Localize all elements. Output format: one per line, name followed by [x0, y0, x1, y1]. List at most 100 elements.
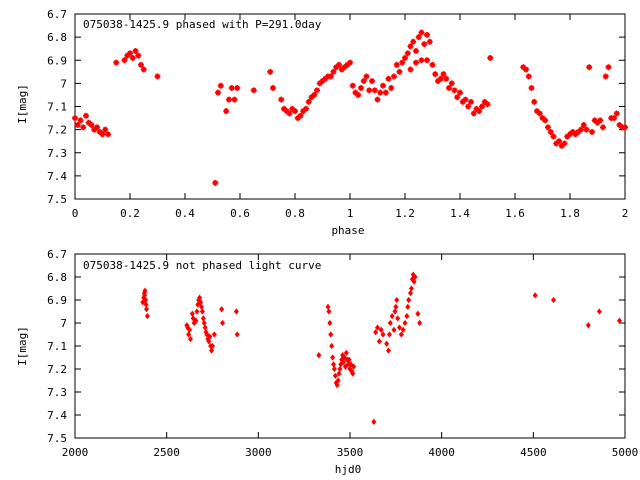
- raw-data-point: [334, 381, 340, 389]
- raw-data-point: [207, 333, 213, 340]
- phased-data-point: [319, 78, 326, 85]
- raw-data-point: [343, 349, 349, 357]
- raw-data-point: [387, 319, 393, 327]
- phased-data-point: [140, 66, 147, 73]
- phased-data-point: [250, 87, 257, 94]
- raw-data-point: [189, 310, 195, 317]
- raw-y-axis-label: I[mag]: [16, 326, 29, 366]
- phased-data-point: [127, 50, 133, 57]
- phased-data-point: [88, 122, 95, 128]
- raw-data-point: [392, 308, 398, 315]
- phased-data-point: [72, 115, 78, 122]
- phased-data-point: [344, 61, 351, 68]
- raw-y-tick-label: 6.8: [47, 271, 67, 284]
- phased-data-point: [330, 68, 337, 75]
- phased-data-point: [105, 131, 111, 138]
- raw-data-point: [374, 324, 381, 331]
- phased-x-tick-label: 0.2: [120, 207, 140, 220]
- phased-data-point: [215, 89, 221, 96]
- raw-data-point: [330, 361, 337, 368]
- phased-data-point: [338, 66, 345, 73]
- raw-data-point: [585, 322, 591, 329]
- phased-data-point: [426, 38, 433, 45]
- phased-data-point: [567, 131, 573, 138]
- phased-data-point: [292, 108, 298, 115]
- phased-x-tick-label: 1: [347, 207, 354, 220]
- raw-data-point: [386, 331, 392, 338]
- phased-data-point: [448, 80, 455, 87]
- phased-y-tick-label: 6.8: [47, 31, 67, 44]
- phased-data-point: [267, 68, 274, 75]
- phased-data-point: [85, 119, 92, 126]
- phased-data-point: [602, 73, 609, 80]
- phased-data-point: [586, 64, 593, 71]
- phased-data-point: [286, 110, 293, 117]
- phased-data-point: [459, 98, 466, 105]
- phased-x-tick-label: 2: [622, 207, 629, 220]
- phased-data-point: [550, 133, 557, 140]
- phased-data-point: [410, 38, 417, 45]
- phased-data-point: [234, 85, 241, 91]
- raw-data-point: [187, 335, 194, 343]
- raw-data-point: [187, 326, 193, 334]
- raw-data-point: [341, 358, 347, 366]
- phased-data-point: [421, 41, 428, 48]
- phased-data-point: [487, 54, 494, 61]
- phased-y-tick-label: 6.7: [47, 8, 67, 21]
- phased-data-point: [479, 103, 485, 110]
- raw-data-point: [233, 308, 239, 315]
- phased-data-point: [528, 85, 535, 91]
- phased-data-point: [454, 94, 461, 101]
- phased-y-tick-label: 7: [60, 77, 67, 90]
- phased-data-point: [611, 115, 617, 122]
- phased-x-tick-label: 1.8: [560, 207, 580, 220]
- phased-data-point: [569, 128, 576, 135]
- phased-data-point: [622, 124, 628, 131]
- phased-data-point: [388, 85, 395, 91]
- raw-data-point: [194, 308, 200, 315]
- phased-y-tick-label: 7.4: [47, 170, 67, 183]
- raw-data-point: [209, 342, 216, 350]
- phased-data-point: [308, 94, 315, 101]
- raw-data-point: [341, 354, 348, 361]
- phased-data-point: [451, 87, 458, 94]
- phased-data-point: [481, 98, 488, 105]
- raw-y-tick-label: 7.2: [47, 363, 67, 376]
- phased-data-point: [327, 73, 334, 80]
- phased-x-tick-label: 1.6: [505, 207, 525, 220]
- raw-data-point: [325, 303, 331, 311]
- raw-data-point: [331, 365, 337, 373]
- phased-data-point: [600, 124, 606, 131]
- phased-data-point: [413, 48, 419, 54]
- raw-data-point: [342, 363, 348, 370]
- raw-x-tick-label: 4000: [428, 446, 455, 459]
- raw-chart: 2000 2500 3000 3500 4000 4500 5000 6.7 6.8 6.9 7 7.…: [16, 248, 638, 476]
- phased-x-tick-label: 0.8: [285, 207, 305, 220]
- raw-data-point: [316, 352, 322, 359]
- raw-data-point: [411, 278, 417, 285]
- phased-data-point: [396, 68, 403, 75]
- raw-data-point: [378, 326, 384, 334]
- raw-data-point: [142, 287, 148, 294]
- phased-y-tick-label: 7.3: [47, 147, 67, 160]
- phased-data-point: [520, 64, 527, 71]
- phased-chart: 0 0.2 0.4 0.6 0.8 1 1.2 1.4 1.6 1.8 2 6.7 6.8 6.9 7 7.1…: [16, 8, 628, 237]
- raw-data-point: [142, 292, 148, 299]
- raw-data-point: [550, 296, 557, 304]
- raw-data-point: [234, 331, 240, 338]
- phased-data-point: [311, 91, 318, 98]
- phased-data-point: [429, 61, 436, 68]
- phased-data-point: [96, 128, 103, 135]
- phased-data-point: [80, 124, 87, 131]
- phased-data-point: [470, 110, 477, 117]
- raw-data-point: [220, 319, 226, 327]
- phased-plot-frame: [74, 13, 626, 200]
- phased-data-point: [393, 61, 400, 68]
- phased-data-point: [558, 142, 565, 149]
- phased-x-axis-label: phase: [331, 224, 364, 237]
- phased-x-tick-label: 1.4: [450, 207, 470, 220]
- phased-data-point: [435, 78, 441, 85]
- raw-data-point: [402, 319, 408, 327]
- phased-ticks: 0 0.2 0.4 0.6 0.8 1 1.2 1.4 1.6 1.8 2 6.7 6.8 6.9 7 7.1…: [47, 8, 628, 220]
- raw-data-point: [332, 372, 338, 380]
